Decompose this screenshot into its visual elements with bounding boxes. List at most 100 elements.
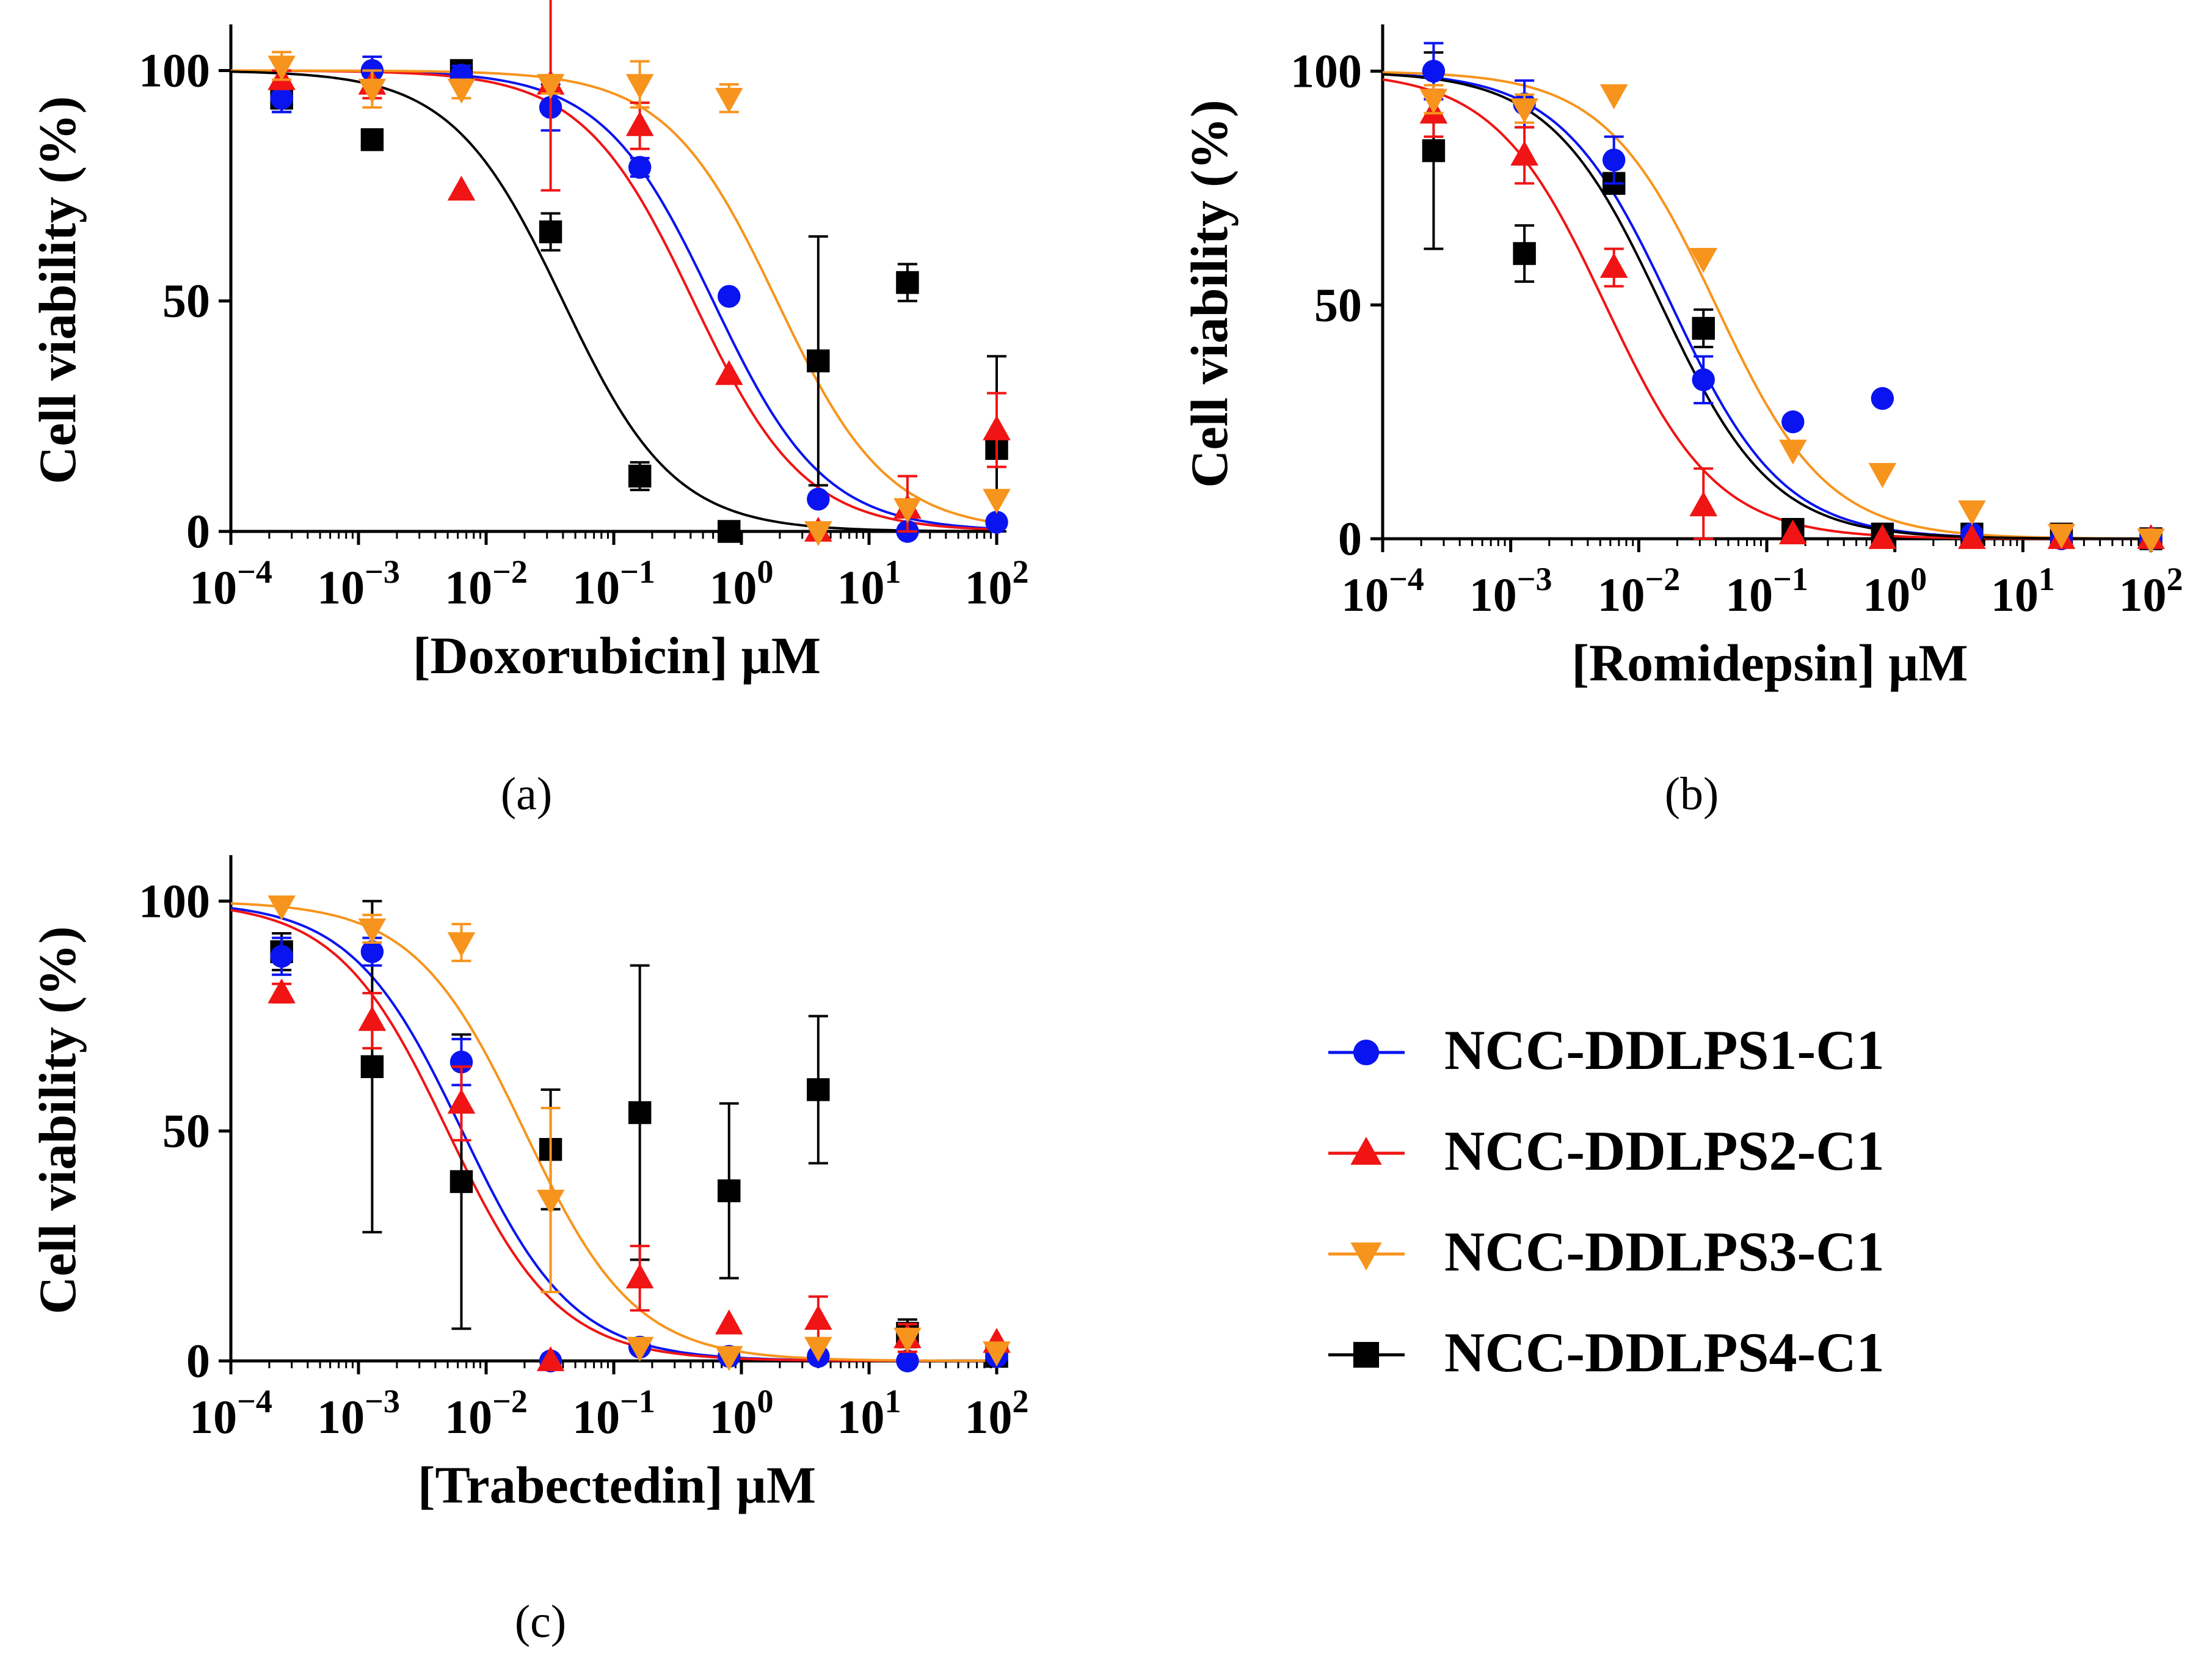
x-tick-label: 100: [710, 553, 774, 614]
data-point-triangle-up: [1689, 491, 1718, 517]
y-tick-label: 50: [162, 1104, 210, 1158]
data-point-triangle-down: [1689, 247, 1718, 273]
data-point-triangle-down: [893, 498, 922, 523]
data-point-triangle-down: [1419, 89, 1448, 114]
data-point-square: [1422, 139, 1446, 162]
panel-b-chart: 0 50 100 10−4 10−3 10−2 10−1 100 101 102 [Romideps…: [1180, 24, 2183, 692]
data-point-triangle-up: [983, 415, 1011, 440]
y-axis-label: Cell viability (%): [28, 926, 87, 1314]
fit-curve: [230, 902, 997, 1362]
data-point-triangle-down: [267, 56, 296, 81]
y-tick-label: 100: [139, 874, 210, 927]
x-tick-label: 10−2: [1597, 561, 1680, 621]
data-point-circle: [807, 487, 830, 511]
data-point-triangle-up: [536, 1346, 565, 1371]
panel-a-label: (a): [501, 768, 552, 820]
data-point-triangle-up: [1868, 524, 1897, 549]
legend-symbol-circle: [1328, 1039, 1405, 1066]
panel-c-label: (c): [515, 1596, 566, 1647]
data-point-triangle-up: [715, 360, 743, 385]
data-point-triangle-down: [804, 521, 832, 546]
x-tick-label: 10−1: [572, 1383, 655, 1443]
x-tick-label: 101: [837, 1383, 901, 1443]
data-point-square: [807, 349, 830, 373]
data-point-square: [718, 1179, 741, 1203]
data-point-triangle-down: [1599, 84, 1628, 109]
x-tick-label: 10−3: [317, 553, 400, 614]
fit-curve: [230, 69, 997, 531]
data-point-triangle-down: [2047, 523, 2076, 549]
y-tick-label: 100: [1290, 45, 1362, 98]
data-point-circle: [985, 511, 1008, 534]
x-axis-label: [Trabectedin] µM: [418, 1456, 816, 1514]
data-point-triangle-up: [447, 1088, 476, 1114]
fit-curve: [1382, 72, 2152, 540]
data-point-triangle-down: [358, 918, 387, 944]
y-tick-label: 0: [186, 1334, 210, 1387]
x-tick-label: 10−1: [1725, 561, 1808, 621]
data-point-triangle-down: [536, 74, 565, 100]
data-point-square: [360, 128, 384, 151]
y-tick-label: 0: [186, 505, 210, 558]
data-point-triangle-down: [983, 1341, 1011, 1366]
data-point-triangle-down: [715, 1346, 743, 1371]
legend-label: NCC-DDLPS4-C1: [1444, 1321, 1885, 1384]
data-point-circle: [628, 156, 652, 179]
data-point-square: [449, 1170, 473, 1194]
data-point-triangle-down: [625, 74, 654, 100]
data-point-circle: [360, 940, 384, 963]
legend-symbol-square: [1328, 1341, 1405, 1368]
panel-b-label: (b): [1665, 768, 1719, 820]
legend: NCC-DDLPS1-C1 NCC-DDLPS2-C1 NCC-DDLPS3-C…: [1328, 1019, 1885, 1384]
y-tick-label: 100: [139, 43, 210, 97]
data-point-triangle-up: [1958, 524, 1986, 549]
legend-label: NCC-DDLPS2-C1: [1444, 1120, 1885, 1182]
x-tick-label: 10−4: [189, 1383, 272, 1443]
data-point-triangle-up: [625, 1263, 654, 1289]
data-point-triangle-up: [625, 111, 654, 136]
panel-b-label-text: (b): [1665, 768, 1719, 820]
data-point-triangle-down: [1350, 1242, 1382, 1271]
x-tick-label: 10−3: [317, 1383, 400, 1443]
panel-a-chart: 0 50 100 10−4 10−3 10−2 10−1 100 101 102 [Doxorubi…: [28, 0, 1029, 685]
x-tick-label: 10−1: [572, 553, 655, 614]
panel-a-label-text: (a): [501, 768, 552, 820]
data-point-circle: [1353, 1039, 1380, 1066]
data-point-triangle-down: [536, 1189, 565, 1215]
data-point-circle: [270, 944, 293, 968]
data-point-triangle-down: [447, 932, 476, 958]
data-point-triangle-down: [804, 1336, 832, 1362]
fit-curve: [230, 70, 997, 533]
y-axis-label: Cell viability (%): [28, 96, 87, 484]
x-axis-label: [Romidepsin] µM: [1571, 633, 1968, 692]
data-point-square: [1513, 242, 1536, 265]
panel-c-label-text: (c): [515, 1596, 566, 1647]
legend-entry: NCC-DDLPS1-C1: [1328, 1019, 1885, 1081]
data-point-square: [539, 220, 562, 244]
data-point-triangle-down: [1778, 439, 1807, 465]
data-point-triangle-down: [1868, 463, 1897, 488]
data-point-triangle-down: [267, 895, 296, 921]
y-tick-label: 0: [1338, 512, 1362, 565]
data-point-triangle-down: [447, 78, 476, 104]
data-point-triangle-down: [625, 1336, 654, 1362]
x-axis-label: [Doxorubicin] µM: [413, 626, 821, 685]
data-point-circle: [1871, 387, 1894, 410]
x-tick-label: 102: [965, 1383, 1029, 1443]
data-point-triangle-up: [358, 1005, 387, 1031]
data-point-triangle-down: [1958, 500, 1986, 526]
data-point-triangle-up: [1599, 253, 1628, 278]
data-point-square: [807, 1078, 830, 1101]
data-point-circle: [1781, 410, 1805, 434]
fit-curve: [231, 69, 997, 530]
panel-c-chart: 0 50 100 10−4 10−3 10−2 10−1 100 101 102 [Trabecte…: [28, 855, 1029, 1514]
legend-label: NCC-DDLPS1-C1: [1444, 1019, 1885, 1081]
data-point-square: [718, 520, 741, 543]
data-point-triangle-down: [983, 489, 1011, 514]
data-point-triangle-down: [2137, 528, 2165, 553]
x-tick-label: 101: [1991, 561, 2055, 621]
y-tick-label: 50: [162, 274, 210, 327]
data-point-triangle-down: [1510, 98, 1538, 123]
